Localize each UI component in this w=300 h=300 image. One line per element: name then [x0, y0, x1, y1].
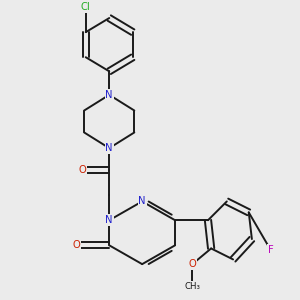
Text: N: N: [106, 90, 113, 100]
Text: N: N: [138, 196, 146, 206]
Text: CH₃: CH₃: [184, 282, 200, 291]
Text: N: N: [106, 143, 113, 153]
Text: Cl: Cl: [81, 2, 91, 12]
Text: O: O: [73, 240, 80, 250]
Text: O: O: [188, 259, 196, 269]
Text: O: O: [79, 165, 86, 175]
Text: N: N: [106, 215, 113, 225]
Text: F: F: [268, 245, 274, 255]
